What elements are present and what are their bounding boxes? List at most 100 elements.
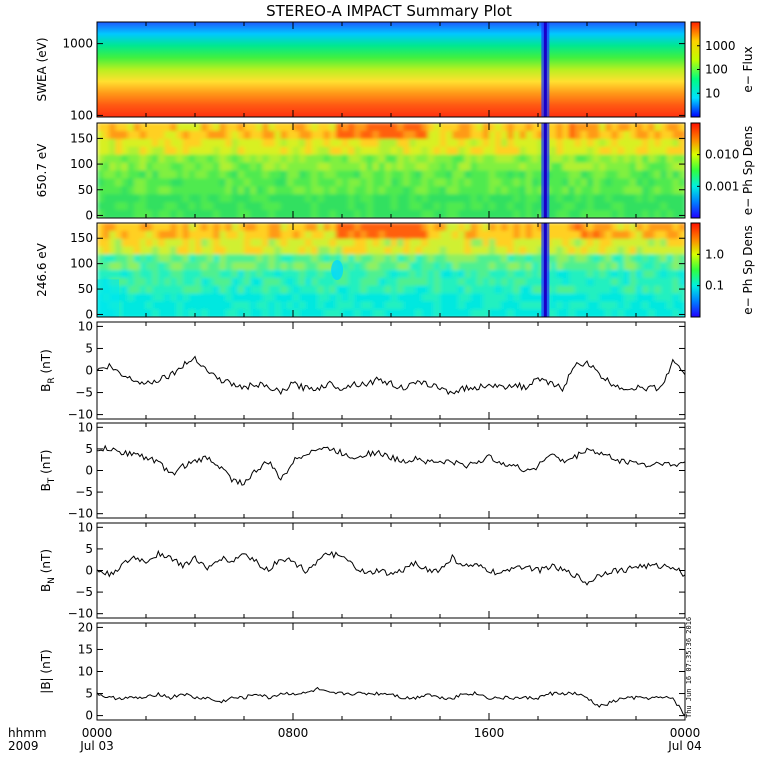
pad-cell <box>452 123 460 133</box>
pad-cell <box>146 154 154 164</box>
pad-cell <box>464 262 472 272</box>
y-tick-label: 100 <box>70 157 93 171</box>
pad-cell <box>580 210 589 218</box>
pad-cell <box>593 262 601 272</box>
pad-cell <box>360 230 368 240</box>
pad-cell <box>642 194 650 204</box>
pad-cell <box>660 293 668 303</box>
pad-cell <box>642 186 650 196</box>
pad-cell <box>384 230 393 240</box>
pad-cell <box>274 178 282 188</box>
x-tick-label-date: Jul 03 <box>79 739 114 753</box>
pad-cell <box>158 210 166 218</box>
colorbar-pad-246 <box>690 222 701 318</box>
pad-cell <box>666 230 674 240</box>
pad-cell <box>231 270 240 280</box>
y-axis-label-bn: BN (nT) <box>39 549 57 592</box>
pad-cell <box>672 154 681 164</box>
pad-cell <box>274 123 282 133</box>
pad-cell <box>250 230 258 240</box>
pad-cell <box>397 186 405 196</box>
pad-cell <box>244 194 252 204</box>
pad-cell <box>354 223 362 233</box>
pad-cell <box>587 170 595 180</box>
pad-cell <box>568 194 576 204</box>
pad-cell <box>213 223 221 233</box>
pad-cell <box>262 162 270 172</box>
pad-cell <box>207 146 215 156</box>
pad-cell <box>182 194 191 204</box>
series-line-br <box>96 355 686 396</box>
pad-cell <box>391 277 399 287</box>
pad-cell <box>133 194 142 204</box>
pad-cell <box>556 277 564 287</box>
pad-cell <box>280 223 289 233</box>
pad-cell <box>391 186 399 196</box>
pad-cell <box>403 162 411 172</box>
pad-cell <box>482 194 491 204</box>
pad-cell <box>97 246 105 256</box>
pad-cell <box>421 154 429 164</box>
pad-cell <box>525 230 534 240</box>
pad-cell <box>642 301 650 311</box>
pad-cell <box>550 186 558 196</box>
pad-cell <box>182 223 191 233</box>
pad-cell <box>299 254 307 264</box>
pad-cell <box>335 309 344 317</box>
pad-cell <box>617 130 625 141</box>
pad-cell <box>440 154 448 164</box>
pad-cell <box>311 309 319 317</box>
pad-cell <box>152 285 160 295</box>
pad-cell <box>421 246 429 256</box>
pad-cell <box>495 202 503 212</box>
pad-cell <box>672 194 681 204</box>
pad-cell <box>164 293 172 303</box>
pad-cell <box>593 146 601 156</box>
pad-cell <box>666 277 674 287</box>
pad-cell <box>311 162 319 172</box>
pad-cell <box>550 301 558 311</box>
pad-cell <box>446 194 454 204</box>
pad-cell <box>348 270 356 280</box>
pad-cell <box>219 309 227 317</box>
pad-cell <box>170 186 178 196</box>
pad-cell <box>519 202 527 212</box>
pad-cell <box>268 246 276 256</box>
pad-cell <box>623 230 632 240</box>
pad-cell <box>109 162 117 172</box>
pad-cell <box>103 146 111 156</box>
pad-cell <box>237 162 246 172</box>
pad-cell <box>244 238 252 248</box>
pad-cell <box>629 254 638 264</box>
pad-cell <box>556 186 564 196</box>
pad-cell <box>440 285 448 295</box>
pad-cell <box>391 230 399 240</box>
pad-cell <box>678 130 685 141</box>
pad-cell <box>97 194 105 204</box>
pad-cell <box>642 246 650 256</box>
pad-cell <box>580 223 589 233</box>
pad-cell <box>507 309 515 317</box>
pad-cell <box>195 238 203 248</box>
pad-cell <box>103 202 111 212</box>
pad-cell <box>133 202 142 212</box>
pad-cell <box>274 194 282 204</box>
pad-cell <box>317 309 325 317</box>
pad-cell <box>384 138 393 148</box>
pad-cell <box>299 309 307 317</box>
pad-cell <box>384 210 393 218</box>
pad-cell <box>152 170 160 180</box>
pad-cell <box>593 309 601 317</box>
pad-cell <box>550 138 558 148</box>
pad-cell <box>237 285 246 295</box>
pad-cell <box>293 178 301 188</box>
pad-cell <box>182 238 191 248</box>
pad-cell <box>587 270 595 280</box>
pad-cell <box>568 178 576 188</box>
pad-cell <box>280 277 289 287</box>
pad-cell <box>580 186 589 196</box>
pad-cell <box>501 238 509 248</box>
pad-cell <box>409 262 417 272</box>
pad-cell <box>648 170 656 180</box>
pad-cell <box>256 262 264 272</box>
